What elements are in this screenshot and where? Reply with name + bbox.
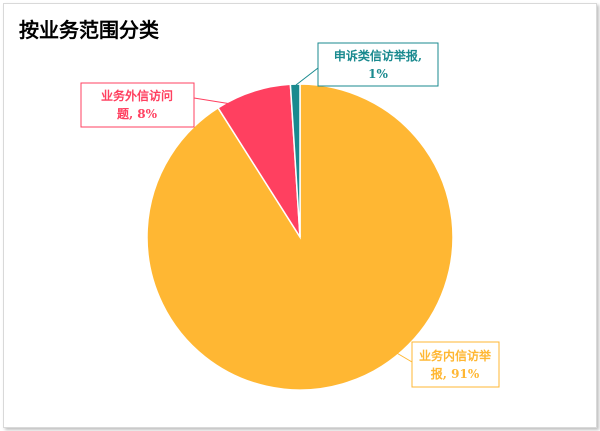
slice-label-1-line2: 题, 8% bbox=[117, 107, 158, 121]
callout-slice-2: 申诉类信访举报, 1% bbox=[295, 42, 439, 87]
callout-slice-0: 业务内信访举 报, 91% bbox=[394, 341, 500, 388]
slice-label-2-line1: 申诉类信访举报, bbox=[334, 48, 422, 63]
slice-label-0-line1: 业务内信访举 bbox=[419, 348, 492, 363]
chart-title: 按业务范围分类 bbox=[19, 18, 159, 42]
slice-label-1-line1: 业务外信访问 bbox=[101, 88, 173, 103]
slice-label-0-line2: 报, 91% bbox=[431, 366, 480, 381]
slice-label-2-line2: 1% bbox=[368, 67, 388, 81]
pie-slice-2 bbox=[289, 83, 301, 238]
callout-slice-1: 业务外信访问 题, 8% bbox=[80, 82, 251, 128]
